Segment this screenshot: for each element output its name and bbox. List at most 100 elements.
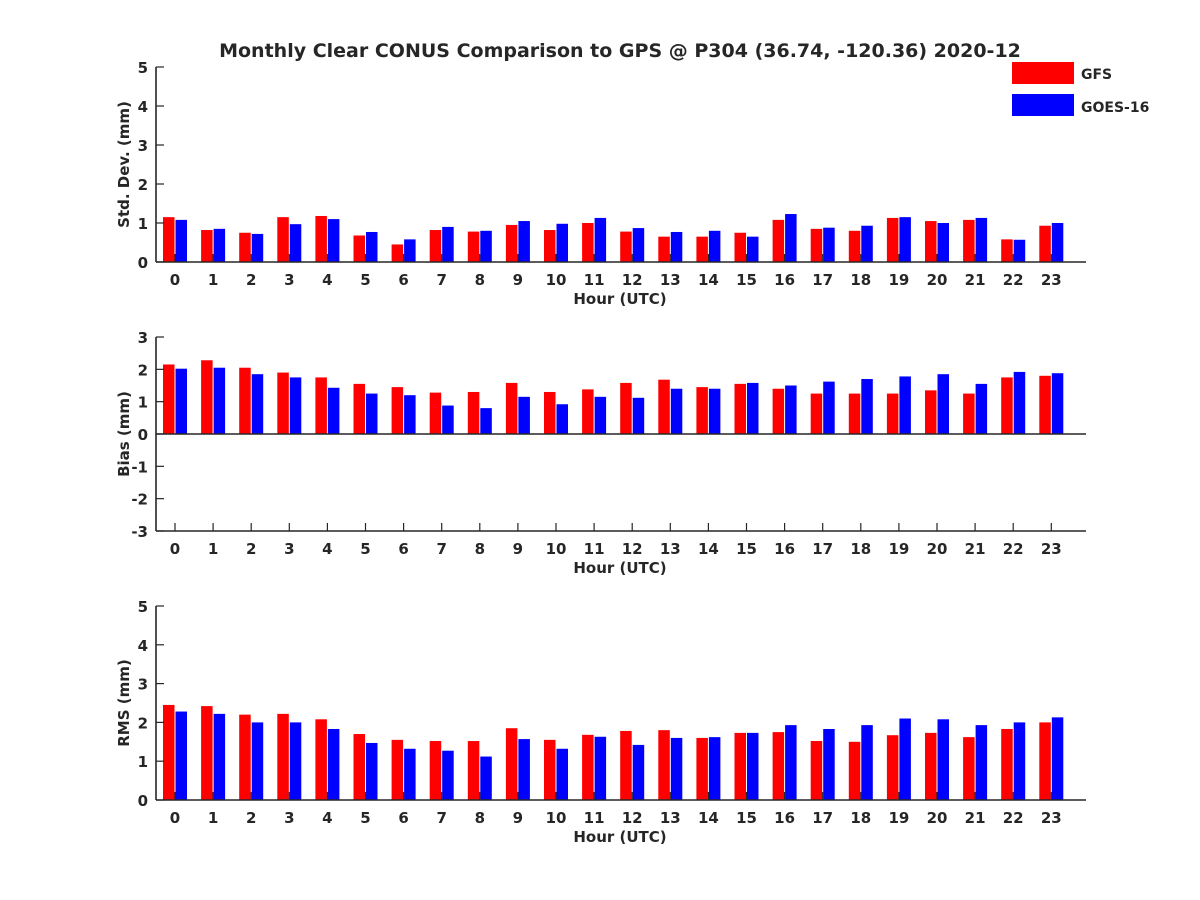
bar-goes16-hour-7	[442, 750, 454, 800]
x-tick-label: 16	[774, 809, 795, 827]
x-tick-label: 11	[584, 809, 605, 827]
bar-goes16-hour-3	[289, 224, 302, 262]
x-tick-label: 13	[660, 540, 681, 558]
bar-goes16-hour-18	[861, 225, 873, 262]
legend-label-gfs: GFS	[1081, 67, 1112, 83]
y-tick-label: 4	[138, 98, 148, 116]
legend: GFS GOES-16	[1012, 62, 1149, 116]
bar-gfs-hour-23	[1039, 375, 1051, 434]
x-tick-label: 9	[513, 540, 523, 558]
bar-goes16-hour-14	[708, 737, 721, 800]
bar-goes16-hour-5	[366, 231, 378, 262]
bar-goes16-hour-0	[175, 711, 187, 800]
bar-gfs-hour-2	[239, 714, 251, 800]
bar-goes16-hour-8	[480, 408, 492, 434]
x-tick-label: 6	[398, 540, 408, 558]
bar-goes16-hour-11	[594, 736, 607, 800]
bar-goes16-hour-4	[327, 387, 340, 434]
bar-gfs-hour-22	[1001, 239, 1013, 262]
bar-gfs-hour-3	[277, 372, 289, 434]
bar-gfs-hour-19	[886, 217, 899, 262]
bar-goes16-hour-13	[670, 231, 683, 262]
bar-gfs-hour-15	[734, 232, 746, 262]
bar-gfs-hour-15	[734, 732, 746, 800]
x-axis-label: Hour (UTC)	[573, 559, 666, 577]
x-tick-label: 11	[584, 540, 605, 558]
bar-goes16-hour-13	[670, 737, 683, 800]
bar-goes16-hour-2	[251, 233, 264, 262]
bar-goes16-hour-22	[1013, 239, 1026, 262]
x-tick-label: 14	[698, 271, 719, 289]
bar-goes16-hour-19	[899, 718, 911, 800]
y-tick-label: -3	[131, 523, 148, 541]
x-tick-label: 5	[360, 540, 370, 558]
y-tick-label: 2	[138, 176, 148, 194]
bar-goes16-hour-15	[747, 382, 759, 434]
bar-goes16-hour-10	[556, 404, 568, 434]
bar-goes16-hour-21	[975, 383, 988, 434]
bar-gfs-hour-11	[582, 734, 594, 800]
x-tick-label: 3	[284, 809, 294, 827]
bar-goes16-hour-15	[747, 732, 759, 800]
bar-gfs-hour-9	[505, 224, 518, 262]
bar-goes16-hour-10	[556, 748, 568, 800]
y-axis-label: Std. Dev. (mm)	[115, 101, 133, 228]
bar-gfs-hour-17	[810, 228, 823, 262]
y-axis-label: RMS (mm)	[115, 659, 133, 746]
y-tick-label: 0	[138, 254, 148, 272]
bar-goes16-hour-18	[861, 379, 873, 434]
bar-goes16-hour-22	[1013, 371, 1026, 434]
x-tick-label: 7	[436, 540, 446, 558]
bar-gfs-hour-23	[1039, 722, 1051, 800]
x-tick-label: 21	[965, 809, 986, 827]
x-tick-label: 10	[546, 540, 567, 558]
bar-gfs-hour-1	[201, 706, 213, 800]
bar-gfs-hour-13	[658, 236, 670, 262]
x-tick-label: 16	[774, 271, 795, 289]
x-tick-label: 15	[736, 540, 757, 558]
bar-gfs-hour-7	[429, 392, 442, 434]
y-axis-label: Bias (mm)	[115, 391, 133, 477]
x-tick-label: 14	[698, 809, 719, 827]
bar-goes16-hour-20	[937, 719, 949, 800]
x-tick-label: 9	[513, 271, 523, 289]
x-tick-label: 5	[360, 809, 370, 827]
bar-goes16-hour-7	[442, 226, 454, 262]
bar-goes16-hour-8	[480, 756, 492, 800]
x-tick-label: 21	[965, 540, 986, 558]
x-tick-label: 4	[322, 271, 332, 289]
bar-gfs-hour-18	[848, 393, 861, 434]
bar-gfs-hour-8	[467, 741, 480, 800]
x-tick-label: 13	[660, 271, 681, 289]
x-tick-label: 22	[1003, 809, 1024, 827]
bar-gfs-hour-20	[925, 221, 937, 262]
bar-gfs-hour-0	[163, 704, 175, 800]
x-tick-label: 1	[208, 540, 218, 558]
bar-goes16-hour-6	[404, 395, 416, 434]
bar-gfs-hour-6	[391, 739, 404, 800]
bar-gfs-hour-1	[201, 230, 213, 262]
bar-goes16-hour-10	[556, 223, 568, 262]
x-tick-label: 6	[398, 809, 408, 827]
bar-gfs-hour-3	[277, 713, 289, 800]
x-tick-label: 14	[698, 540, 719, 558]
bar-gfs-hour-5	[353, 383, 365, 434]
y-tick-label: 3	[138, 329, 148, 347]
x-tick-label: 3	[284, 271, 294, 289]
x-tick-label: 22	[1003, 540, 1024, 558]
bar-gfs-hour-12	[620, 231, 632, 262]
bar-goes16-hour-16	[785, 214, 797, 262]
bar-goes16-hour-23	[1051, 717, 1064, 800]
bar-gfs-hour-4	[315, 719, 327, 800]
bar-gfs-hour-10	[544, 739, 556, 800]
y-tick-label: 1	[138, 753, 148, 771]
bar-gfs-hour-13	[658, 730, 670, 800]
bar-goes16-hour-19	[899, 376, 911, 434]
bar-goes16-hour-0	[175, 368, 187, 434]
bar-gfs-hour-19	[886, 735, 899, 800]
bar-goes16-hour-9	[518, 221, 530, 262]
bar-goes16-hour-17	[823, 729, 835, 800]
x-tick-label: 8	[475, 271, 485, 289]
y-tick-label: 0	[138, 426, 148, 444]
y-tick-label: 3	[138, 137, 148, 155]
